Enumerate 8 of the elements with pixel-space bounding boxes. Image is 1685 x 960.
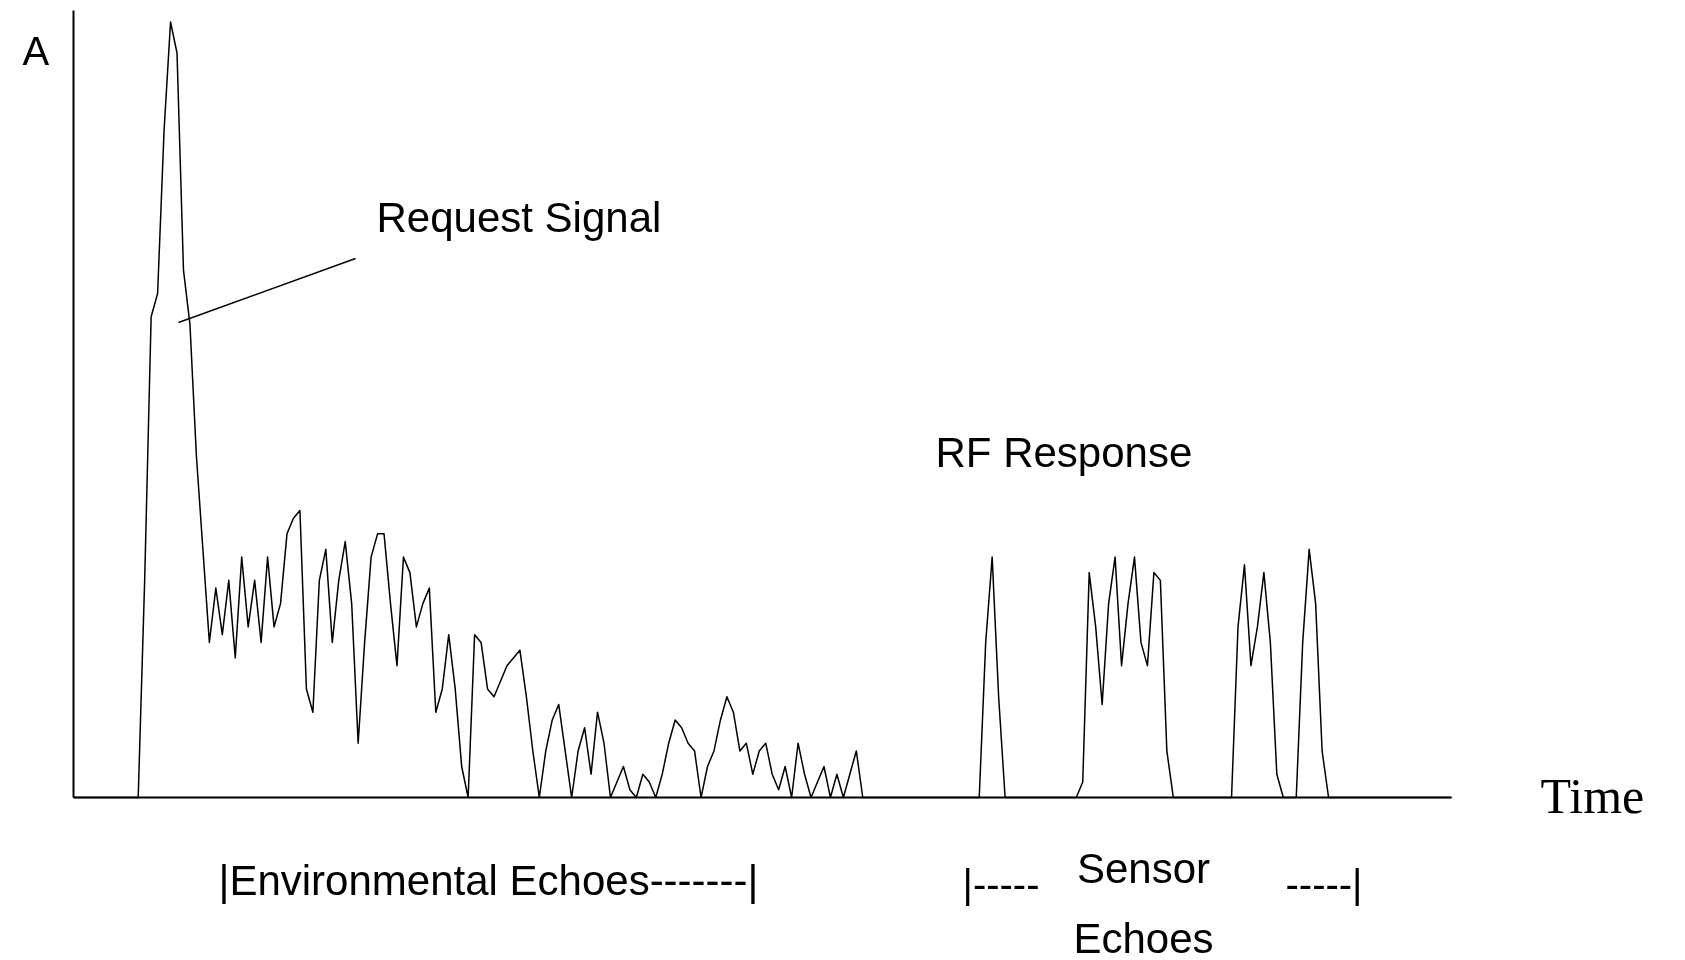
text: Sensor Echoes <box>1073 845 1214 960</box>
x-axis-title: Time <box>1540 767 1645 824</box>
annotation: RF Response <box>935 429 1193 476</box>
text: |Environmental Echoes-------| <box>218 857 759 904</box>
text: |----- <box>962 861 1040 906</box>
y-axis-title: A <box>22 28 50 73</box>
annotation: Request Signal <box>376 194 662 241</box>
text: -----| <box>1285 861 1363 906</box>
